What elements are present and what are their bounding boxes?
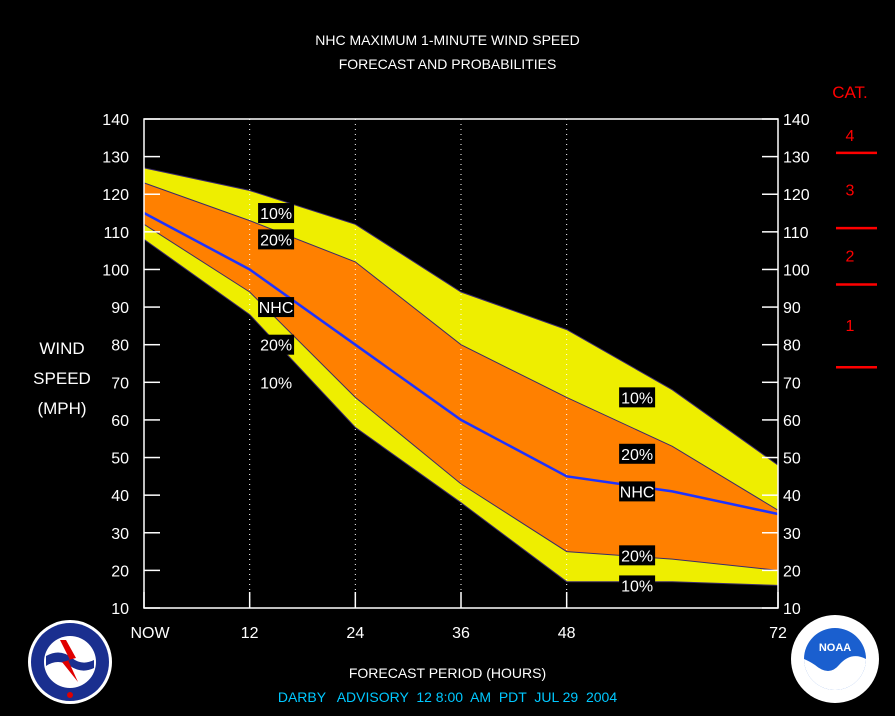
- x-tick-label: NOW: [130, 625, 170, 642]
- band-label-bg: [258, 229, 295, 250]
- band-label: 20%: [621, 548, 653, 565]
- y-axis-label-line1: WIND: [39, 339, 85, 358]
- band-label: 20%: [260, 338, 292, 355]
- x-axis-label: FORECAST PERIOD (HOURS): [348, 665, 547, 681]
- y-tick-label-left: 40: [111, 488, 129, 505]
- series-line-4: [143, 238, 779, 586]
- category-heading: CAT.: [832, 83, 868, 102]
- category-label: 4: [846, 128, 855, 145]
- y-tick-label-left: 50: [111, 451, 129, 468]
- y-tick-label-left: 100: [102, 262, 129, 279]
- band-label-bg: [619, 387, 656, 408]
- x-tick-label: 12: [241, 625, 259, 642]
- band-label-bg: [258, 203, 295, 224]
- y-tick-label-left: 70: [111, 375, 129, 392]
- y-tick-label-left: 130: [102, 150, 129, 167]
- series-line-0: [143, 167, 779, 466]
- y-tick-label-left: 140: [102, 112, 129, 129]
- band-label: 10%: [621, 390, 653, 407]
- band-label-bg: [258, 297, 295, 318]
- y-tick-label-left: 80: [111, 338, 129, 355]
- y-tick-label-right: 50: [783, 451, 801, 468]
- advisory-text: DARBY ADVISORY 12 8:00 AM PDT JUL 29 200…: [277, 689, 618, 705]
- band-label: 20%: [260, 232, 292, 249]
- y-tick-label-left: 10: [111, 601, 129, 618]
- band-label: 10%: [621, 578, 653, 595]
- y-tick-label-right: 60: [783, 413, 801, 430]
- band-label-bg: [619, 443, 656, 464]
- noaa-logo: NOAA: [791, 615, 879, 703]
- y-tick-label-left: 90: [111, 300, 129, 317]
- y-tick-label-right: 110: [783, 225, 809, 242]
- x-tick-label: 72: [769, 625, 787, 642]
- y-tick-label-right: 20: [783, 563, 801, 580]
- svg-text:NOAA: NOAA: [819, 642, 851, 654]
- y-tick-label-right: 10: [783, 601, 801, 618]
- y-tick-label-right: 40: [783, 488, 801, 505]
- band-label-bg: [619, 545, 656, 566]
- series-line-2: [143, 211, 779, 516]
- y-tick-label-left: 20: [111, 563, 129, 580]
- y-tick-label-left: 120: [102, 187, 129, 204]
- y-tick-label-left: 60: [111, 413, 129, 430]
- band-labels: 10% 20% NHC 20% 10% 10% 20% NHC 20% 10%: [258, 203, 656, 596]
- y-tick-label-left: 30: [111, 526, 129, 543]
- band-label-bg: [619, 575, 656, 596]
- x-tick-label: 24: [346, 625, 364, 642]
- series-line-1: [143, 182, 779, 511]
- y-tick-label-right: 140: [783, 112, 810, 129]
- band-label: NHC: [620, 484, 655, 501]
- band-label-bg: [619, 481, 656, 502]
- band-label: 10%: [260, 206, 292, 223]
- band-label-bg: [258, 372, 295, 393]
- nws-logo: [28, 620, 112, 704]
- band-label-bg: [258, 334, 295, 355]
- x-tick-label: 36: [452, 625, 470, 642]
- y-tick-label-right: 100: [783, 262, 810, 279]
- band-label: NHC: [259, 300, 294, 317]
- chart-title-line2: FORECAST AND PROBABILITIES: [338, 56, 557, 72]
- y-tick-label-right: 90: [783, 300, 801, 317]
- category-label: 2: [846, 248, 855, 265]
- category-label: 1: [846, 318, 855, 335]
- chart-title-line1: NHC MAXIMUM 1-MINUTE WIND SPEED: [315, 32, 580, 48]
- y-tick-label-left: 110: [103, 225, 129, 242]
- x-tick-label: 48: [558, 625, 576, 642]
- category-label: 3: [846, 182, 855, 199]
- y-tick-label-right: 130: [783, 150, 810, 167]
- series-lines: [143, 167, 779, 586]
- y-axis-label-line3: (MPH): [37, 399, 87, 418]
- axis-ticks: 10 10 20 20 30 30 40 40 50 50 60 60 70 70 80 80 90 90 100 1…: [102, 112, 810, 642]
- band-20-percent: [144, 182, 778, 571]
- series-line-3: [143, 223, 779, 571]
- y-axis-label-line2: SPEED: [33, 369, 91, 388]
- band-label: 10%: [260, 375, 292, 392]
- y-tick-label-right: 70: [783, 375, 801, 392]
- probability-bands: [144, 167, 778, 586]
- y-tick-label-right: 30: [783, 526, 801, 543]
- y-tick-label-right: 80: [783, 338, 801, 355]
- band-label: 20%: [621, 447, 653, 464]
- y-tick-label-right: 120: [783, 187, 810, 204]
- category-scale: CAT. 4 3 2 1: [832, 83, 877, 369]
